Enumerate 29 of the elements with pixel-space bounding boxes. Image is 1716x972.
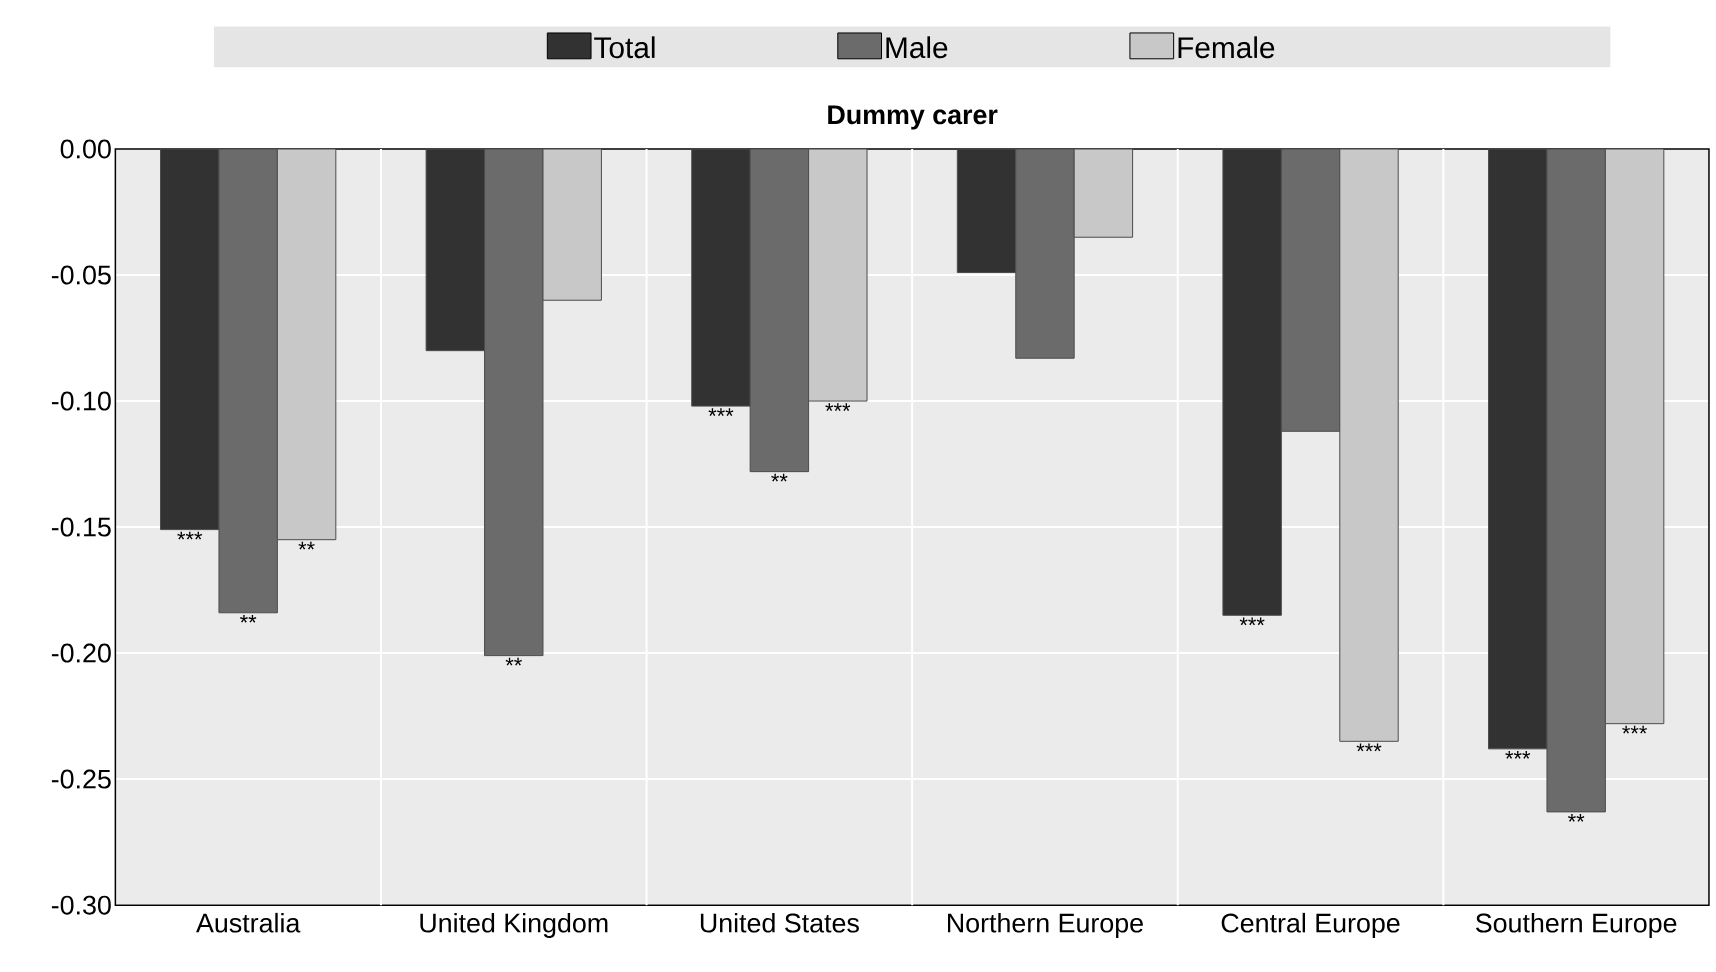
- x-tick-label: United Kingdom: [420, 913, 608, 939]
- data-label: ***: [1356, 743, 1382, 752]
- data-label: ***: [177, 531, 203, 540]
- legend-label: Male: [886, 36, 948, 59]
- x-tick-label: Australia: [196, 913, 301, 933]
- data-label: ***: [825, 403, 851, 412]
- y-tick-label: 0.00: [60, 139, 111, 159]
- legend-label: Female: [1178, 36, 1275, 59]
- legend-label: Total: [594, 36, 655, 59]
- data-label: **: [240, 615, 257, 623]
- y-tick-label: -0.10: [51, 391, 111, 411]
- chart-title: Dummy carer: [828, 105, 998, 130]
- y-tick-label: -0.30: [51, 895, 111, 915]
- x-tick-label: Central Europe: [1221, 913, 1400, 939]
- data-label: **: [505, 657, 522, 666]
- data-label: **: [298, 542, 315, 550]
- data-label: ***: [1505, 751, 1531, 759]
- data-label: **: [1568, 814, 1585, 822]
- data-label: ***: [1622, 726, 1648, 734]
- y-tick-label: -0.15: [51, 517, 111, 537]
- data-label: ***: [1239, 617, 1265, 626]
- y-tick-label: -0.25: [51, 769, 111, 789]
- x-tick-label: Northern Europe: [948, 913, 1143, 939]
- data-label: ***: [708, 408, 734, 417]
- x-tick-label: United States: [700, 913, 859, 933]
- y-tick-label: -0.20: [51, 643, 111, 663]
- data-label: **: [771, 473, 788, 482]
- y-tick-label: -0.05: [51, 265, 111, 285]
- x-tick-label: Southern Europe: [1475, 913, 1677, 939]
